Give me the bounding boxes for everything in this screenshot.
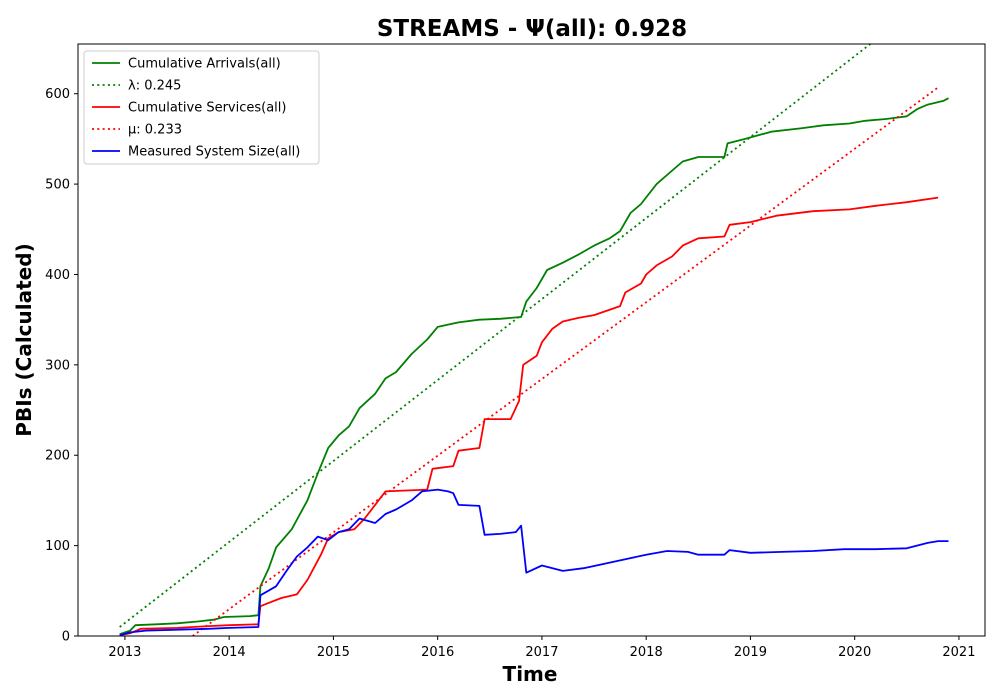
legend-label: Cumulative Services(all): [128, 101, 286, 116]
x-tick-label: 2014: [213, 645, 246, 660]
series-line-4: [119, 488, 949, 636]
legend-label: λ: 0.245: [128, 79, 181, 94]
y-tick-label: 100: [45, 539, 70, 554]
chart-title: STREAMS - Ψ(all): 0.928: [377, 16, 687, 42]
x-tick-label: 2015: [317, 645, 350, 660]
y-tick-label: 0: [62, 630, 70, 645]
x-tick-label: 2013: [108, 645, 141, 660]
y-axis-label: PBIs (Calculated): [12, 243, 36, 436]
axes-frame: [77, 43, 986, 637]
y-tick-label: 300: [45, 358, 70, 373]
axes-layer: 2013 2014 2015 2016 2017 2018 2019 2020 2021 0 100…: [45, 43, 986, 660]
series-line-3: [192, 86, 939, 636]
y-tick-label: 400: [45, 268, 70, 283]
legend-label: Measured System Size(all): [128, 145, 300, 160]
x-tick-label: 2021: [942, 645, 975, 660]
x-axis-label: Time: [503, 662, 558, 686]
series-layer: [119, 44, 949, 636]
x-tick-label: 2016: [421, 645, 454, 660]
legend-label: μ: 0.233: [128, 123, 182, 138]
legend-label: Cumulative Arrivals(all): [128, 57, 281, 72]
y-tick-label: 600: [45, 87, 70, 102]
y-tick-label: 200: [45, 449, 70, 464]
x-tick-label: 2018: [630, 645, 663, 660]
legend-box: [83, 50, 320, 165]
y-tick-label: 500: [45, 178, 70, 193]
series-line-2: [119, 196, 939, 636]
x-tick-label: 2019: [734, 645, 767, 660]
x-tick-label: 2017: [525, 645, 558, 660]
x-tick-label: 2020: [838, 645, 871, 660]
legend: Cumulative Arrivals(all) λ: 0.245 Cumulati…: [83, 50, 320, 165]
